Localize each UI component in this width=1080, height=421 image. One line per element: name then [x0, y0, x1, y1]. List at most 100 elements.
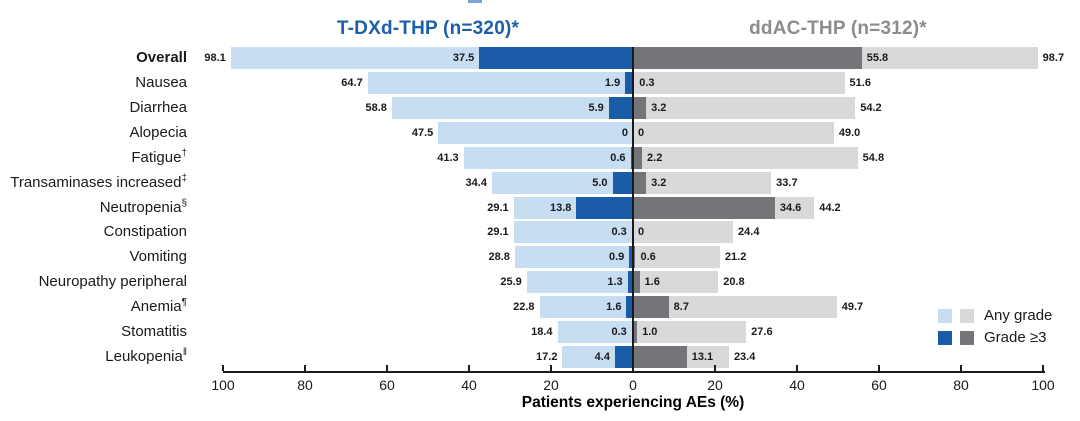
value-tdxd-any-grade: 18.4 [531, 326, 553, 338]
bar-ddac-grade3 [633, 346, 687, 368]
x-axis-tick [796, 365, 798, 371]
value-tdxd-grade3: 0.9 [609, 251, 625, 263]
x-axis-tick-label: 80 [297, 377, 313, 393]
bar-ddac-grade3 [633, 197, 775, 219]
x-axis-tick-label: 80 [953, 377, 969, 393]
bar-ddac-any-grade [633, 72, 845, 94]
value-ddac-grade3: 3.2 [651, 177, 667, 189]
bar-ddac-grade3 [633, 271, 640, 293]
bar-tdxd-any-grade [514, 246, 633, 268]
bar-tdxd-grade3 [627, 271, 633, 293]
x-axis-tick [550, 365, 552, 371]
value-ddac-grade3: 0 [638, 226, 645, 238]
value-ddac-any-grade: 44.2 [819, 202, 841, 214]
bar-tdxd-grade3 [576, 197, 633, 219]
bar-tdxd-grade3 [614, 346, 633, 368]
legend-swatch-grade3-tdxd [938, 331, 952, 345]
value-ddac-grade3: 1.6 [644, 276, 660, 288]
value-ddac-grade3: 0.3 [639, 77, 655, 89]
legend-label-grade3: Grade ≥3 [984, 329, 1047, 346]
bar-tdxd-grade3 [612, 172, 633, 194]
bar-ddac-grade3 [633, 296, 669, 318]
legend-swatch-any-grade-tdxd [938, 309, 952, 323]
value-tdxd-grade3: 5.9 [588, 102, 604, 114]
value-tdxd-any-grade: 64.7 [341, 77, 363, 89]
bar-tdxd-grade3 [629, 246, 633, 268]
bar-tdxd-any-grade [463, 147, 633, 169]
value-ddac-grade3: 8.7 [673, 301, 689, 313]
clipped-title-artifact [468, 0, 482, 3]
bar-tdxd-any-grade [391, 97, 633, 119]
value-tdxd-any-grade: 25.9 [500, 276, 522, 288]
value-tdxd-grade3: 1.9 [604, 77, 621, 89]
category-label: Stomatitis [121, 323, 187, 340]
value-tdxd-any-grade: 29.1 [487, 226, 509, 238]
value-ddac-grade3: 55.8 [866, 52, 889, 64]
value-ddac-grade3: 1.0 [642, 326, 658, 338]
category-label: Anemia¶ [130, 297, 187, 316]
x-axis-tick [222, 365, 224, 371]
x-axis-tick-label: 20 [707, 377, 723, 393]
category-label: Neuropathy peripheral [38, 273, 187, 290]
value-tdxd-grade3: 0.6 [610, 152, 626, 164]
x-axis-tick [878, 365, 880, 371]
x-axis-tick-label: 100 [211, 377, 235, 393]
bar-tdxd-grade3 [625, 72, 633, 94]
bar-tdxd-any-grade [438, 122, 633, 144]
value-ddac-any-grade: 49.7 [841, 301, 864, 313]
x-axis-line [223, 371, 1045, 373]
category-label: Overall [136, 49, 187, 66]
value-ddac-any-grade: 98.7 [1042, 52, 1065, 64]
value-ddac-grade3: 2.2 [647, 152, 663, 164]
bar-tdxd-any-grade [526, 271, 633, 293]
value-ddac-any-grade: 54.8 [862, 152, 885, 164]
value-tdxd-grade3: 0 [621, 127, 628, 139]
value-tdxd-grade3: 37.5 [452, 52, 475, 64]
value-ddac-grade3: 0 [638, 127, 645, 139]
value-ddac-grade3: 3.2 [651, 102, 667, 114]
category-label: Neutropenia§ [99, 198, 187, 217]
bar-ddac-grade3 [633, 147, 643, 169]
value-ddac-grade3: 0.6 [640, 251, 656, 263]
value-ddac-any-grade: 54.2 [860, 102, 882, 114]
x-axis-tick [960, 365, 962, 371]
bar-ddac-grade3 [633, 246, 636, 268]
category-label: Constipation [103, 223, 187, 240]
x-axis-tick [714, 365, 716, 371]
value-ddac-any-grade: 20.8 [723, 276, 745, 288]
bar-ddac-any-grade [633, 321, 747, 343]
value-ddac-any-grade: 49.0 [838, 127, 861, 139]
value-tdxd-grade3: 1.6 [606, 301, 622, 313]
zero-baseline [632, 47, 634, 373]
bar-tdxd-any-grade [539, 296, 633, 318]
bar-ddac-any-grade [633, 271, 719, 293]
bar-ddac-any-grade [633, 97, 856, 119]
x-axis-tick [468, 365, 470, 371]
value-tdxd-any-grade: 22.8 [513, 301, 535, 313]
bar-tdxd-grade3 [630, 147, 633, 169]
bar-tdxd-any-grade [367, 72, 633, 94]
value-ddac-any-grade: 33.7 [776, 177, 798, 189]
value-tdxd-any-grade: 41.3 [437, 152, 459, 164]
value-tdxd-grade3: 4.4 [594, 351, 610, 363]
x-axis-title: Patients experiencing AEs (%) [521, 394, 745, 411]
value-tdxd-grade3: 13.8 [549, 202, 572, 214]
value-tdxd-grade3: 5.0 [592, 177, 608, 189]
category-label: Transaminases increased‡ [10, 173, 187, 192]
value-tdxd-any-grade: 34.4 [465, 177, 487, 189]
category-label: Alopecia [129, 124, 187, 141]
bar-ddac-grade3 [633, 321, 638, 343]
x-axis-tick-label: 60 [871, 377, 887, 393]
right-group-title: ddAC-THP (n=312)* [749, 18, 927, 39]
legend-label-any-grade: Any grade [984, 307, 1053, 324]
x-axis-tick-label: 40 [789, 377, 805, 393]
bar-tdxd-grade3 [626, 296, 633, 318]
bar-ddac-any-grade [633, 246, 720, 268]
legend-swatch-any-grade-ddac [960, 309, 974, 323]
left-group-title: T-DXd-THP (n=320)* [336, 18, 520, 39]
bar-ddac-any-grade [633, 122, 834, 144]
bar-ddac-any-grade [633, 147, 858, 169]
x-axis-tick-label: 40 [461, 377, 477, 393]
value-tdxd-any-grade: 29.1 [487, 202, 509, 214]
